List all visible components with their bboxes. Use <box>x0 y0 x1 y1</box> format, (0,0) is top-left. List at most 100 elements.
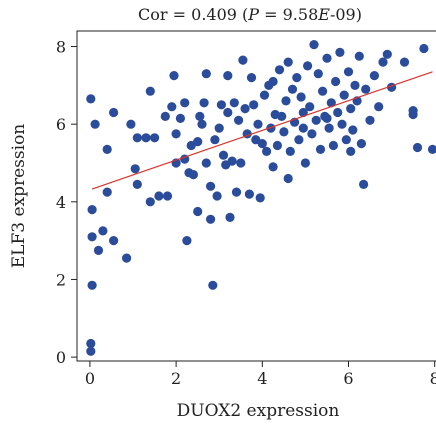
data-point <box>361 84 371 94</box>
data-point <box>285 146 295 156</box>
data-point <box>322 113 332 123</box>
y-tick-label: 4 <box>56 193 66 212</box>
x-tick-label: 0 <box>85 369 95 388</box>
x-axis: 0 2 4 6 8 <box>85 361 436 388</box>
data-point <box>279 127 289 137</box>
data-point <box>303 61 313 71</box>
data-point <box>150 133 160 143</box>
y-axis-label: ELF3 expression <box>9 124 29 269</box>
data-point <box>171 129 181 139</box>
data-point <box>169 71 179 81</box>
data-point <box>311 115 321 125</box>
data-point <box>313 69 323 79</box>
data-point <box>227 156 237 166</box>
x-tick-label: 6 <box>343 369 353 388</box>
data-point <box>326 98 336 108</box>
points-layer <box>86 40 436 356</box>
data-point <box>257 139 267 149</box>
data-point <box>180 98 190 108</box>
data-point <box>188 170 198 180</box>
data-point <box>90 119 100 129</box>
data-point <box>294 135 304 145</box>
data-point <box>283 57 293 67</box>
data-point <box>206 214 216 224</box>
title-suffix: -09) <box>330 5 362 24</box>
data-point <box>374 102 384 112</box>
data-point <box>346 104 356 114</box>
data-point <box>350 80 360 90</box>
data-point <box>160 111 170 121</box>
data-point <box>145 197 155 207</box>
data-point <box>141 133 151 143</box>
data-point <box>109 236 119 246</box>
data-point <box>298 123 308 133</box>
data-point <box>223 71 233 81</box>
chart-title: Cor = 0.409 (P = 9.58E-09) <box>138 5 362 24</box>
data-point <box>287 84 298 94</box>
data-point <box>132 179 142 189</box>
data-point <box>300 158 310 168</box>
data-point <box>359 179 369 189</box>
title-p-symbol: P <box>247 5 259 24</box>
data-point <box>337 119 347 129</box>
x-tick-label: 8 <box>430 369 436 388</box>
data-point <box>328 140 338 151</box>
plot-frame <box>76 30 436 362</box>
title-prefix: Cor = 0.409 ( <box>138 5 248 24</box>
data-point <box>268 162 278 172</box>
data-point <box>253 119 263 129</box>
data-point <box>348 125 358 135</box>
data-point <box>331 76 341 87</box>
data-point <box>272 140 282 151</box>
data-point <box>182 236 192 246</box>
data-point <box>399 57 410 67</box>
data-point <box>266 123 276 133</box>
data-point <box>234 115 244 125</box>
data-point <box>126 119 136 129</box>
data-point <box>86 338 96 349</box>
data-point <box>223 107 233 118</box>
data-point <box>175 113 185 123</box>
data-point <box>296 92 306 102</box>
data-point <box>93 245 104 255</box>
data-point <box>238 55 248 65</box>
regression-line <box>91 71 433 190</box>
data-point <box>365 115 375 125</box>
data-point <box>427 144 436 154</box>
data-point <box>274 65 285 75</box>
data-point <box>356 139 366 149</box>
data-point <box>324 123 334 133</box>
data-point <box>378 57 388 67</box>
data-point <box>419 43 429 54</box>
y-tick-label: 0 <box>56 348 66 367</box>
data-point <box>277 111 287 121</box>
data-point <box>346 146 356 156</box>
data-point <box>102 187 112 197</box>
data-point <box>309 40 319 50</box>
data-point <box>343 67 354 77</box>
data-point <box>130 164 140 174</box>
data-point <box>86 94 96 104</box>
data-point <box>197 119 207 129</box>
data-point <box>354 51 364 61</box>
data-point <box>244 189 254 199</box>
data-point <box>212 191 222 201</box>
y-tick-label: 6 <box>56 115 66 134</box>
data-point <box>412 142 423 153</box>
title-e-symbol: E <box>317 5 330 24</box>
data-point <box>98 226 108 236</box>
data-point <box>195 111 205 121</box>
data-point <box>122 253 132 263</box>
data-point <box>208 280 218 290</box>
data-point <box>298 107 308 118</box>
data-point <box>307 129 317 139</box>
data-point <box>283 173 293 184</box>
data-point <box>382 49 392 59</box>
data-point <box>145 86 155 96</box>
x-axis-label: DUOX2 expression <box>177 401 340 421</box>
data-point <box>292 73 302 83</box>
data-point <box>333 107 343 118</box>
x-tick-label: 2 <box>171 369 181 388</box>
data-point <box>246 73 257 83</box>
